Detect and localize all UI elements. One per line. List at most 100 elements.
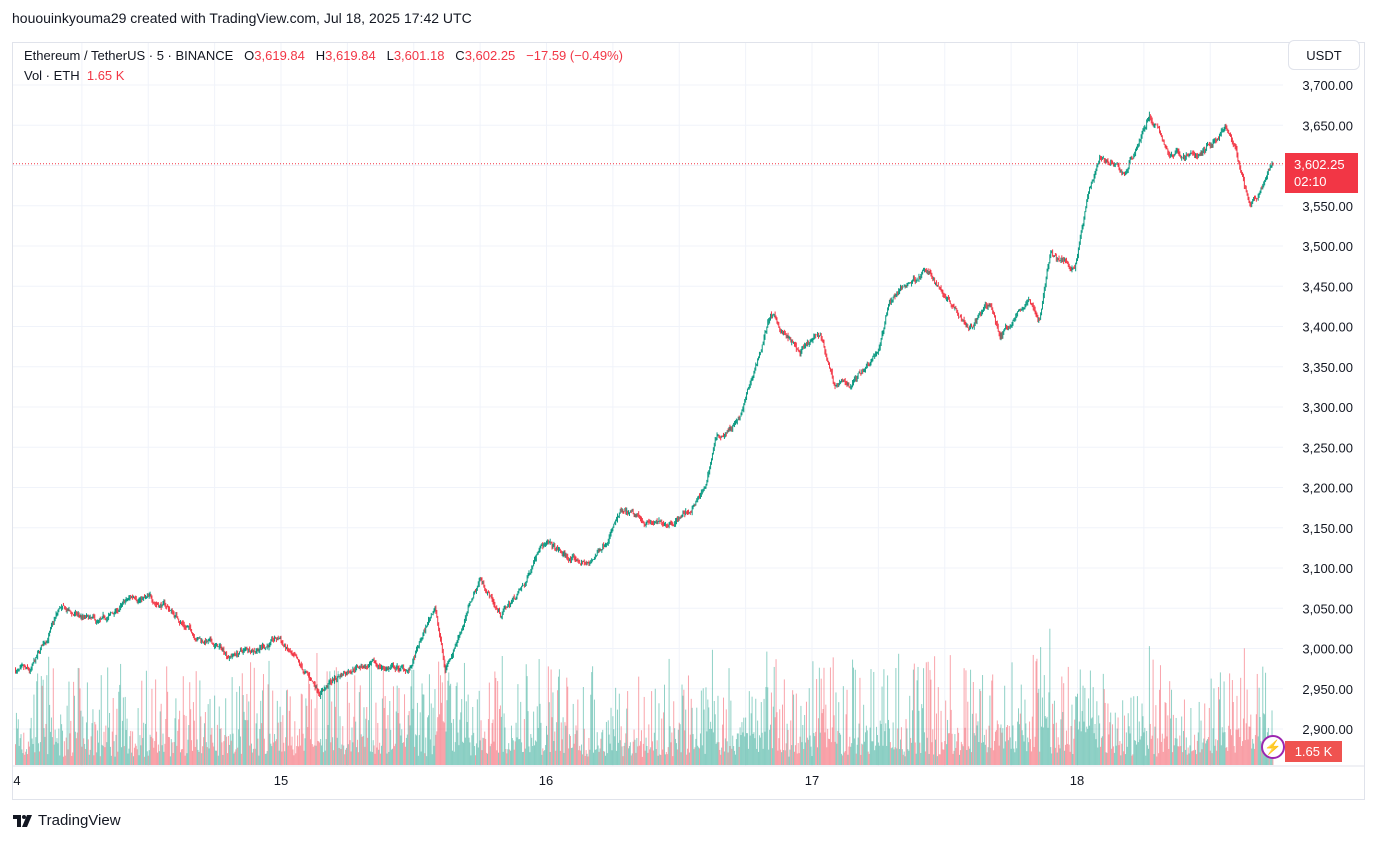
volume-bar	[868, 753, 870, 765]
volume-bar	[785, 743, 787, 765]
volume-bar	[852, 659, 854, 765]
volume-bar	[1215, 739, 1217, 765]
volume-bar	[62, 730, 64, 765]
volume-bar	[549, 751, 551, 765]
volume-bar	[451, 722, 453, 765]
volume-bar	[389, 701, 391, 765]
volume-bar	[623, 745, 625, 765]
volume-bar	[760, 702, 762, 765]
volume-bar	[34, 752, 36, 765]
volume-bar	[1181, 716, 1183, 765]
volume-bar	[487, 753, 488, 765]
volume-bar	[998, 745, 1000, 765]
volume-bar	[156, 731, 158, 765]
volume-bar	[361, 736, 363, 765]
volume-bar	[29, 728, 31, 765]
lightning-icon[interactable]: ⚡	[1261, 735, 1285, 759]
volume-bar	[171, 742, 173, 765]
volume-bar	[844, 751, 846, 765]
volume-bar	[554, 731, 556, 765]
volume-bar	[1177, 746, 1179, 765]
volume-bar	[323, 684, 325, 765]
volume-bar	[491, 723, 493, 765]
volume-bar	[453, 751, 455, 765]
volume-bar	[271, 746, 273, 765]
volume-bar	[1235, 729, 1237, 765]
volume-bar	[963, 668, 965, 765]
volume-bar	[1256, 673, 1258, 765]
volume-bar	[817, 747, 819, 765]
volume-bar	[467, 694, 469, 765]
high-value: 3,619.84	[325, 48, 376, 63]
volume-bar	[1211, 753, 1213, 765]
volume-bar	[201, 753, 203, 765]
volume-bar	[1147, 745, 1149, 765]
volume-bar	[98, 709, 100, 765]
volume-bar	[104, 747, 106, 765]
volume-bar	[1244, 740, 1246, 765]
volume-bar	[71, 755, 73, 765]
volume-bar	[830, 742, 832, 765]
volume-bar	[1193, 750, 1195, 765]
symbol-title[interactable]: Ethereum / TetherUS · 5 · BINANCE	[24, 48, 234, 63]
volume-bar	[1122, 700, 1124, 765]
volume-bar	[57, 743, 59, 765]
volume-bar	[675, 743, 677, 765]
volume-bar	[628, 745, 630, 765]
volume-bar	[62, 756, 64, 765]
tradingview-logo[interactable]: TradingView	[13, 812, 121, 829]
volume-bar	[754, 738, 756, 765]
volume-bar	[432, 707, 434, 765]
volume-bar	[876, 726, 878, 765]
volume-bar	[87, 739, 89, 765]
volume-bar	[428, 715, 429, 765]
volume-bar	[1068, 744, 1070, 765]
volume-bar	[243, 711, 245, 765]
volume-bar	[110, 755, 112, 765]
volume-bar	[651, 691, 653, 765]
volume-bar	[343, 745, 345, 765]
volume-bar	[935, 713, 937, 765]
volume-bar	[371, 751, 373, 765]
currency-unit-button[interactable]: USDT	[1288, 40, 1360, 70]
volume-bar	[21, 749, 23, 765]
volume-label[interactable]: Vol · ETH	[24, 68, 80, 83]
volume-bar	[855, 753, 857, 765]
volume-bar	[91, 723, 93, 765]
volume-bar	[1057, 737, 1059, 765]
volume-bar	[411, 669, 413, 765]
volume-bar	[1136, 744, 1137, 765]
volume-bar	[1188, 753, 1190, 765]
volume-bar	[950, 709, 952, 765]
volume-bar	[27, 741, 29, 765]
volume-bar	[829, 739, 831, 765]
volume-bar	[533, 711, 535, 765]
volume-bar	[1082, 685, 1084, 765]
volume-bar	[891, 747, 893, 765]
volume-bar	[887, 675, 889, 765]
volume-bar	[38, 751, 40, 765]
volume-bar	[666, 754, 668, 765]
volume-bar	[388, 751, 390, 765]
volume-bar	[1048, 692, 1050, 765]
volume-bar	[500, 716, 502, 765]
volume-bar	[1069, 751, 1071, 765]
volume-bar	[842, 686, 844, 765]
volume-bar	[121, 720, 123, 765]
volume-bar	[633, 729, 635, 765]
volume-bar	[706, 731, 708, 765]
brand-name: TradingView	[38, 812, 121, 829]
volume-bar	[920, 753, 922, 765]
volume-bar	[747, 748, 749, 765]
volume-bar	[15, 712, 17, 765]
volume-bar	[663, 712, 665, 765]
volume-bar	[746, 733, 748, 765]
volume-bar	[276, 700, 278, 765]
volume-bar	[1065, 744, 1067, 765]
volume-bar	[198, 751, 200, 765]
volume-bar	[925, 662, 927, 765]
volume-bar	[137, 708, 139, 765]
volume-bar	[1149, 723, 1151, 765]
volume-bar	[334, 706, 336, 765]
